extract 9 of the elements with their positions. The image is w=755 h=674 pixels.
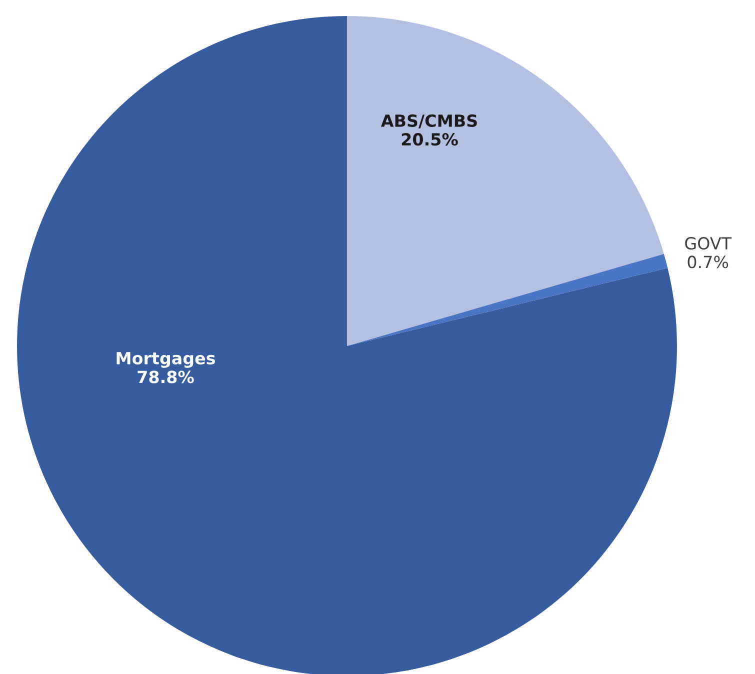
pie-slice bbox=[17, 16, 677, 674]
slice-label: ABS/CMBS bbox=[380, 114, 477, 128]
data-label: 78.8% bbox=[138, 370, 194, 384]
data-label: 0.7% bbox=[688, 256, 728, 268]
pie-slice bbox=[347, 254, 668, 346]
slice-label: GOVT bbox=[685, 237, 732, 250]
data-label: 20.5% bbox=[402, 133, 458, 146]
pie-slice bbox=[347, 16, 664, 346]
slice-label: Mortgages bbox=[116, 352, 215, 368]
